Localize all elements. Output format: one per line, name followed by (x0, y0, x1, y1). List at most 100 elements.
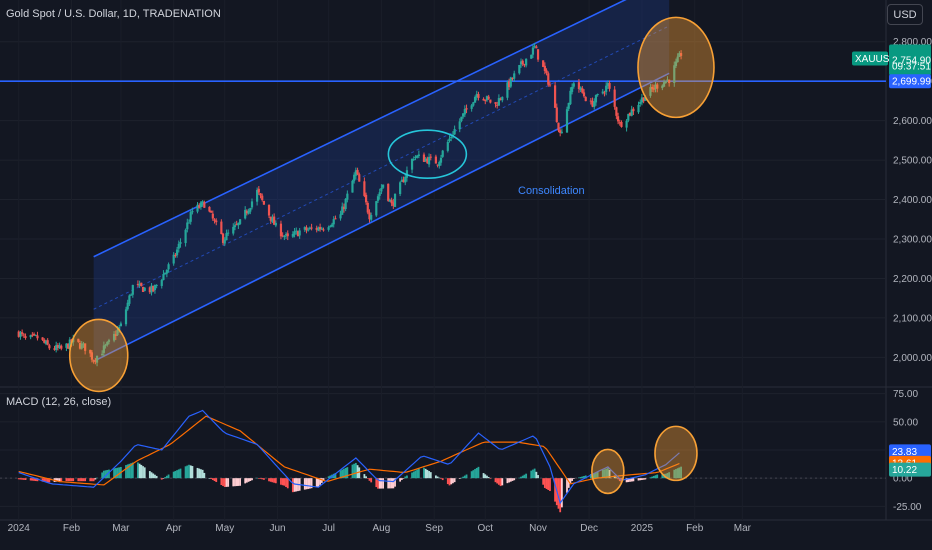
macd-histogram-bar (508, 478, 511, 483)
signal-line (18, 415, 680, 486)
macd-histogram-bar (211, 478, 214, 481)
countdown-tag: 09:37:51 (892, 62, 931, 73)
candle-body (521, 60, 524, 65)
macd-histogram-bar (177, 469, 180, 479)
candle-body (608, 83, 611, 89)
macd-histogram-bar (41, 478, 44, 482)
candle-body (376, 196, 380, 201)
candle-body (569, 90, 572, 105)
candle-body (584, 97, 587, 102)
candle-body (126, 302, 129, 310)
macd-histogram-bar (80, 478, 83, 482)
candle-body (565, 109, 569, 133)
macd-histogram-bar (656, 474, 659, 479)
candle-body (363, 181, 366, 196)
candle-body (387, 183, 390, 201)
candle-body (160, 280, 163, 286)
candle-body (370, 214, 373, 220)
macd-histogram-bar (271, 478, 274, 483)
candle-body (283, 235, 286, 237)
macd-histogram-bar (417, 468, 420, 479)
candle-body (678, 53, 681, 57)
macd-histogram-bar (532, 469, 534, 479)
candle-body (187, 222, 191, 224)
price-tick-label: 2,800.00 (893, 37, 932, 48)
candle-body (644, 96, 647, 101)
candle-body (605, 85, 608, 92)
macd-histogram-bar (463, 475, 466, 479)
macd-histogram-bar (518, 477, 521, 479)
candle-body (141, 286, 145, 292)
candle-body (68, 339, 71, 350)
candle-body (494, 102, 497, 104)
macd-tick-label: -25.00 (893, 502, 922, 513)
candle-body (238, 219, 242, 224)
trend-channel[interactable] (0, 0, 886, 363)
candle-body (281, 235, 284, 237)
candle-body (560, 131, 563, 133)
candle-body (291, 233, 294, 237)
macd-histogram-bar (380, 478, 383, 489)
macd-value-tag: 23.83 (892, 447, 917, 458)
macd-histogram-bar (332, 473, 335, 479)
macd-indicator-title[interactable]: MACD (12, 26, close) (6, 396, 112, 408)
candle-body (402, 179, 405, 183)
candle-body (77, 338, 80, 342)
candle-body (351, 180, 354, 193)
candle-body (463, 109, 466, 115)
highlight-circles[interactable] (68, 16, 715, 495)
macd-histogram-bar (213, 478, 216, 482)
time-tick-label: Nov (529, 523, 547, 534)
candle-body (295, 230, 298, 232)
candle-body (618, 122, 621, 124)
candle-body (80, 343, 83, 349)
macd-histogram-bar (256, 477, 259, 479)
macd-histogram-bar (118, 467, 121, 479)
candle-body (315, 227, 318, 230)
candle-body (458, 121, 461, 130)
macd-histogram-bar (448, 478, 451, 486)
macd-histogram-bar (497, 478, 500, 485)
macd-histogram-bar (579, 476, 582, 479)
time-tick-label: Feb (686, 523, 704, 534)
candle-body (375, 201, 378, 216)
macd-histogram-bar (618, 478, 621, 482)
candle-body (482, 98, 485, 101)
macd-histogram-bar (148, 471, 151, 479)
candle-body (353, 174, 356, 181)
macd-histogram-bar (114, 468, 117, 479)
time-tick-label: 2025 (631, 523, 654, 534)
consolidation-annotation[interactable]: Consolidation (518, 185, 585, 197)
chart-title: Gold Spot / U.S. Dollar, 1D, TRADENATION (6, 8, 221, 20)
macd-histogram-bar (543, 478, 546, 488)
candle-body (506, 82, 509, 98)
currency-button[interactable]: USD (887, 4, 923, 25)
macd-histogram-bar (596, 471, 599, 479)
candle-body (606, 83, 609, 87)
candle-body (82, 343, 85, 345)
macd-histogram-bar (412, 471, 415, 479)
candle-body (542, 60, 545, 67)
histogram-value-tag: 10.22 (892, 465, 917, 476)
candle-body (378, 192, 381, 196)
macd-histogram-bar (77, 478, 80, 482)
macd-histogram-bar (377, 478, 379, 489)
candle-body (48, 345, 51, 349)
macd-histogram-bar (652, 475, 655, 479)
candle-body (138, 283, 141, 286)
candle-body (399, 182, 402, 195)
macd-histogram-bar (487, 476, 490, 479)
macd-histogram-bar (632, 478, 635, 482)
candle-body (44, 341, 48, 344)
candle-body (245, 211, 248, 214)
candle-body (256, 189, 259, 202)
candle-body (472, 102, 475, 106)
macd-histogram-bar (370, 478, 373, 483)
candle-body (344, 198, 347, 210)
orange-highlight-ellipse (637, 16, 715, 119)
macd-histogram-bar (222, 478, 224, 487)
macd-histogram-bar (293, 478, 296, 492)
candle-body (279, 223, 283, 237)
macd-histogram-bar (239, 478, 241, 486)
